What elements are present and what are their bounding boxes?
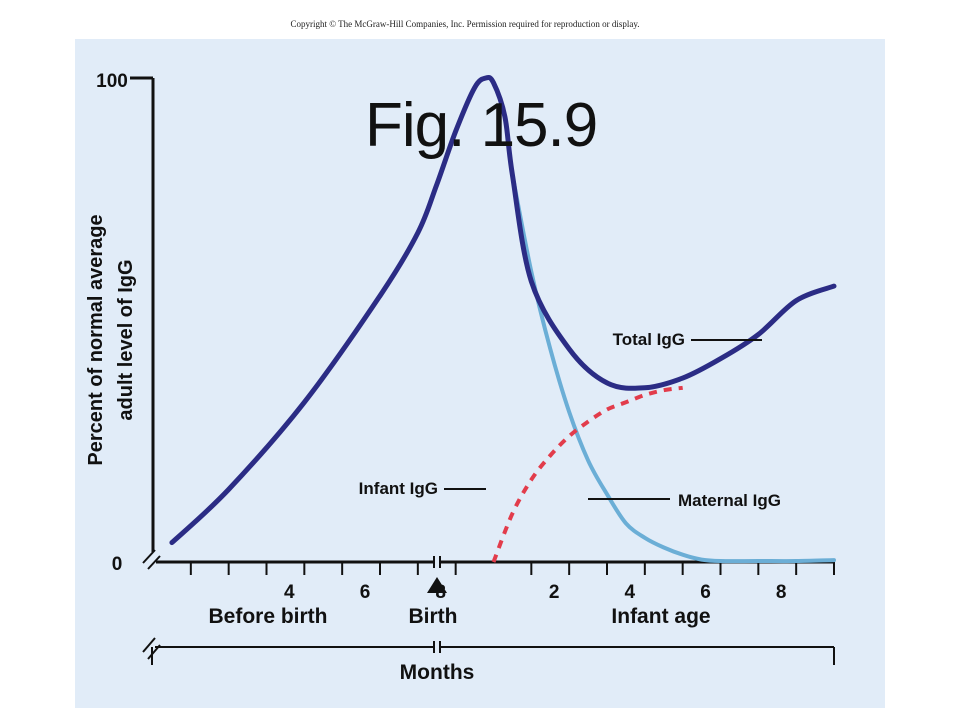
axis-break-mark	[142, 637, 156, 653]
x-tick-label: 8	[776, 582, 787, 603]
x-tick-label: 6	[700, 582, 711, 603]
y-axis-title: Percent of normal average adult level of …	[85, 214, 137, 465]
y-tick-label-0: 0	[112, 554, 123, 575]
maternal-igg-label: Maternal IgG	[678, 491, 781, 510]
chart-panel	[75, 39, 885, 708]
x-tick-label: 4	[625, 582, 636, 603]
x-tick-label: 2	[549, 582, 560, 603]
total-igg-line	[169, 74, 837, 546]
infant-igg-line	[491, 385, 683, 563]
total-igg-label: Total IgG	[613, 330, 685, 349]
axis-break-mark	[147, 555, 161, 570]
axis-break-mark	[147, 644, 161, 660]
axis-break-mark	[142, 549, 156, 564]
x-axis-title: Months	[400, 661, 475, 684]
copyright-notice: Copyright © The McGraw-Hill Companies, I…	[290, 19, 640, 29]
infant-igg-label: Infant IgG	[359, 479, 438, 498]
maternal-igg-line	[510, 172, 836, 564]
x-tick-label: 6	[360, 582, 371, 603]
x-segment-label: Before birth	[208, 605, 327, 628]
figure-label: Fig. 15.9	[365, 91, 598, 160]
x-segment-label: Birth	[409, 605, 458, 628]
x-segment-label: Infant age	[611, 605, 710, 628]
y-tick-label-100: 100	[96, 71, 128, 92]
x-tick-label: 4	[284, 582, 295, 603]
birth-marker-icon	[427, 577, 447, 593]
